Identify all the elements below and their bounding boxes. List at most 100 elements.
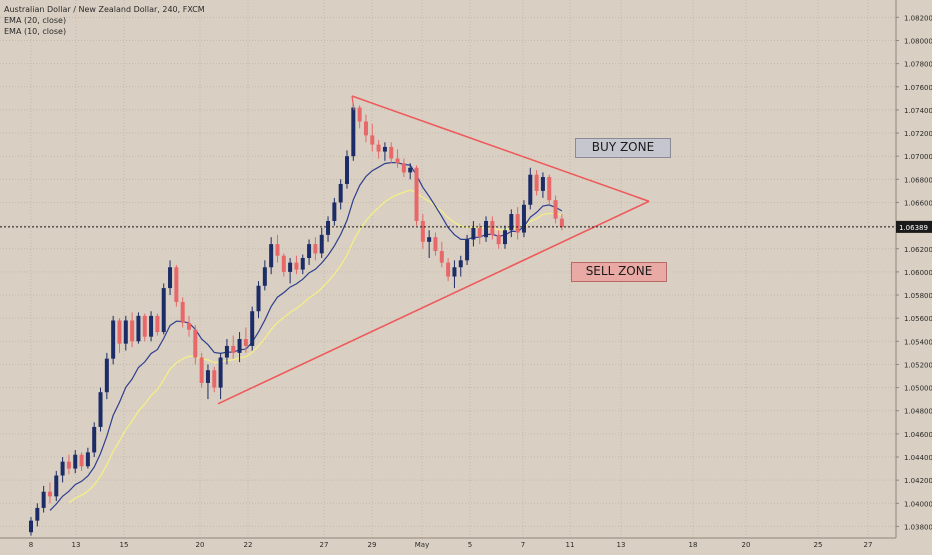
candle-body — [319, 234, 324, 254]
price-tick-label: 1.08000 — [904, 37, 932, 45]
time-tick-label: 18 — [689, 541, 698, 549]
candle-body — [307, 244, 312, 259]
price-tick-label: 1.03800 — [904, 523, 932, 531]
candle-body — [509, 214, 514, 231]
candle-body — [275, 244, 280, 256]
candle-body — [458, 260, 463, 268]
candle-body — [123, 320, 128, 344]
ema10-legend: EMA (10, close) — [4, 27, 67, 36]
candle-body — [29, 520, 33, 533]
price-tick-label: 1.07800 — [904, 61, 932, 69]
candle-body — [427, 237, 432, 242]
candle-body — [326, 220, 331, 235]
candle-body — [477, 227, 482, 238]
triangle-top-tick — [351, 95, 355, 111]
ema10-line — [49, 161, 563, 511]
candle-body — [149, 315, 154, 337]
price-tick-label: 1.07000 — [904, 153, 932, 161]
triangle-upper-line — [351, 95, 650, 203]
candle-body — [98, 392, 103, 427]
price-tick-label: 1.06800 — [904, 176, 932, 184]
time-tick-label: 15 — [120, 541, 129, 549]
time-tick-label: 8 — [29, 541, 33, 549]
candle-body — [231, 345, 236, 353]
candle-body — [79, 454, 84, 467]
candle-body — [41, 491, 46, 508]
candle-body — [243, 338, 248, 346]
candle-body — [85, 452, 90, 467]
price-tick-label: 1.04200 — [904, 477, 932, 485]
candle-body — [111, 320, 116, 359]
time-tick-label: 5 — [468, 541, 472, 549]
price-tick-label: 1.07200 — [904, 130, 932, 138]
candle-body — [142, 315, 147, 337]
price-tick-label: 1.05200 — [904, 361, 932, 369]
time-tick-label: 13 — [617, 541, 626, 549]
candle-body — [433, 237, 438, 252]
price-tick-label: 1.05000 — [904, 385, 932, 393]
candle-body — [168, 267, 173, 289]
price-tick-label: 1.08200 — [904, 14, 932, 22]
candle-body — [269, 244, 274, 268]
time-tick-label: 20 — [742, 541, 751, 549]
candle-body — [534, 174, 539, 191]
candle-body — [205, 370, 210, 383]
ema20-legend: EMA (20, close) — [4, 16, 67, 25]
candle-body — [47, 491, 52, 497]
chart-legend: Australian Dollar / New Zealand Dollar, … — [4, 4, 205, 37]
candle-body — [237, 338, 242, 353]
candle-body — [155, 315, 160, 333]
candle-body — [357, 107, 362, 122]
time-tick-label: 11 — [566, 541, 575, 549]
candle-body — [288, 262, 293, 272]
candle-body — [136, 315, 141, 342]
time-tick-label: 29 — [368, 541, 377, 549]
price-tick-label: 1.05800 — [904, 292, 932, 300]
price-tick-label: 1.04600 — [904, 431, 932, 439]
symbol-title: Australian Dollar / New Zealand Dollar, … — [4, 5, 205, 14]
candle-body — [174, 267, 179, 302]
candle-body — [376, 144, 381, 152]
price-tick-label: 1.04800 — [904, 408, 932, 416]
candle-body — [382, 146, 387, 152]
candle-body — [256, 285, 261, 312]
candle-body — [332, 202, 337, 221]
sell-zone-label: SELL ZONE — [571, 262, 667, 282]
candle-body — [224, 345, 229, 358]
candle-body — [363, 121, 368, 136]
candle-body — [250, 311, 255, 346]
candle-body — [199, 357, 204, 383]
price-tick-label: 1.05400 — [904, 338, 932, 346]
current-price-label: 1.06389 — [899, 224, 928, 232]
candle-body — [490, 220, 495, 235]
candle-body — [452, 267, 457, 277]
candle-body — [294, 262, 299, 270]
current-price-tag — [896, 220, 932, 233]
time-tick-label: 7 — [521, 541, 525, 549]
candle-body — [503, 230, 507, 245]
candle-body — [553, 200, 558, 219]
time-tick-label: 27 — [320, 541, 329, 549]
candle-body — [104, 358, 109, 393]
time-tick-label: 22 — [244, 541, 253, 549]
candle-body — [130, 320, 135, 342]
candle-body — [420, 220, 425, 242]
time-tick-label: 27 — [864, 541, 873, 549]
candle-body — [496, 234, 501, 245]
candle-body — [414, 167, 419, 221]
triangle-lower-line — [217, 200, 650, 405]
time-tick-label: May — [415, 541, 429, 549]
candle-body — [187, 322, 191, 330]
candle-body — [35, 507, 40, 521]
price-tick-label: 1.04000 — [904, 500, 932, 508]
candle-body — [338, 183, 343, 203]
candle-body — [212, 370, 217, 388]
candle-body — [60, 461, 65, 476]
candle-body — [484, 220, 489, 238]
price-tick-label: 1.07400 — [904, 107, 932, 115]
candle-body — [180, 301, 185, 323]
candle-body — [262, 267, 267, 286]
